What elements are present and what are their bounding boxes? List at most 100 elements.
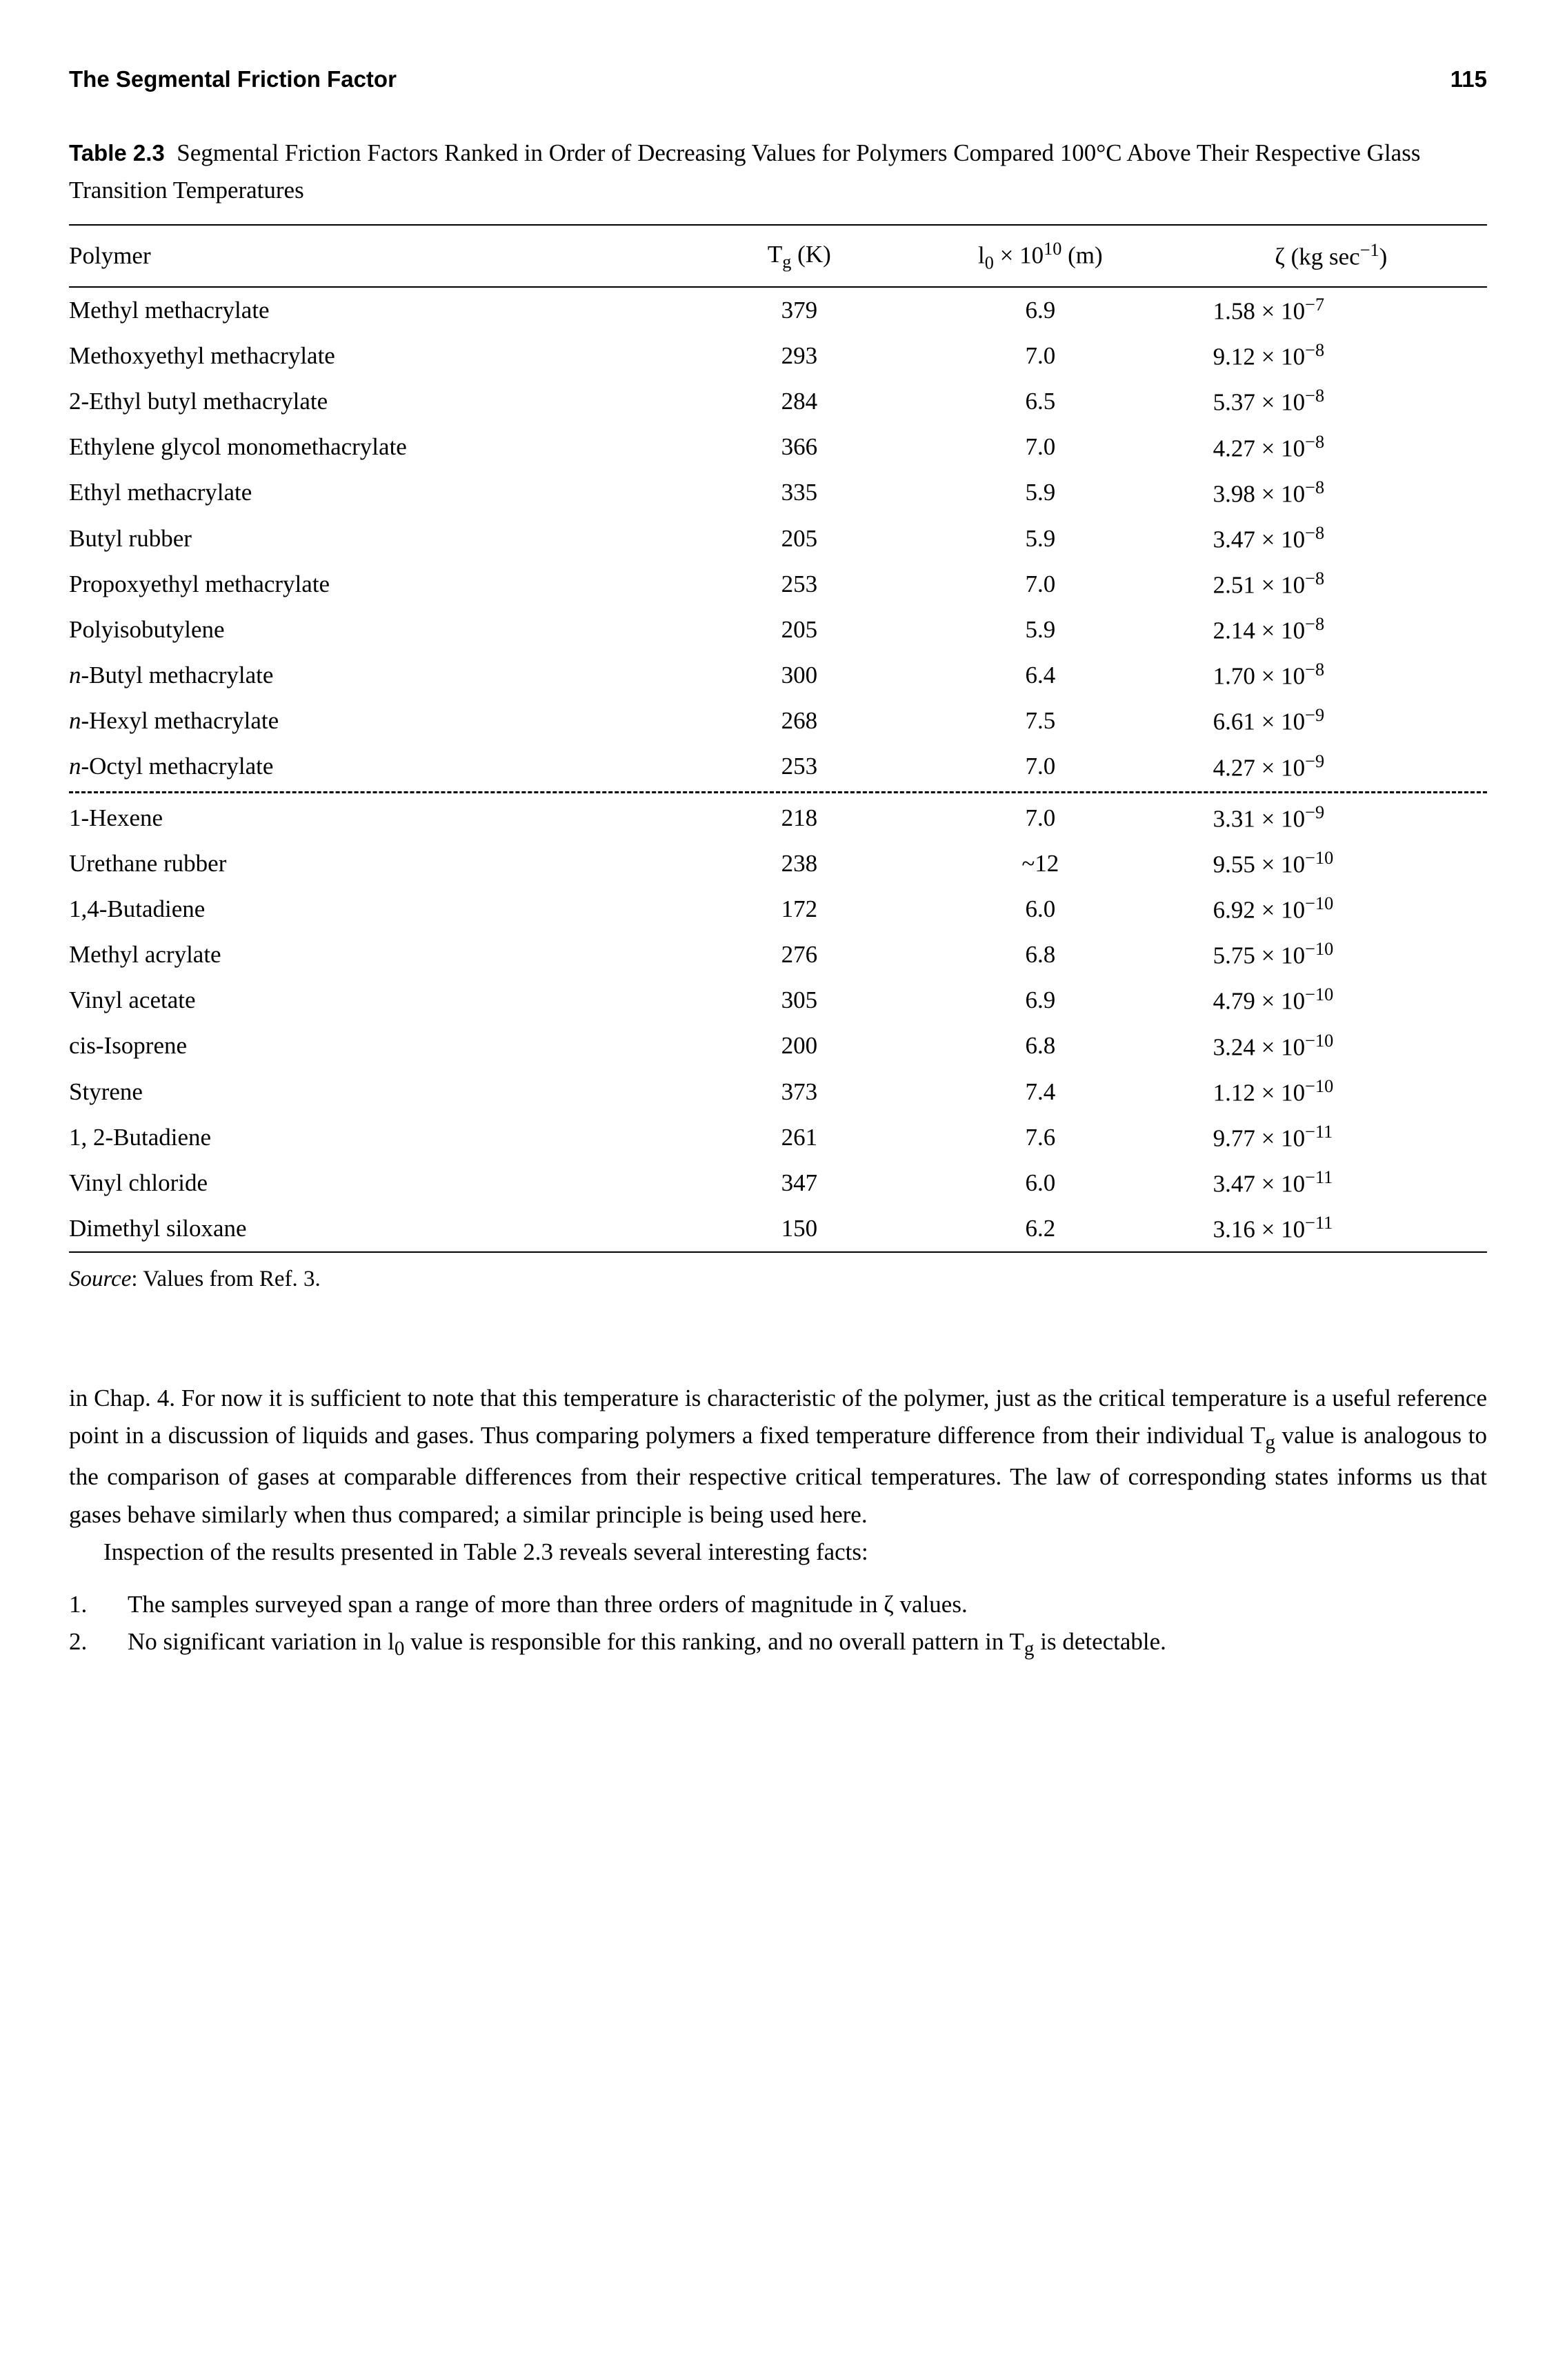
friction-factor-table: Polymer Tg (K) l0 × 1010 (m) ζ (kg sec−1…	[69, 224, 1487, 1253]
cell-zeta: 9.77 × 10−11	[1175, 1115, 1487, 1160]
cell-l0: 7.5	[906, 698, 1175, 744]
col-header-polymer: Polymer	[69, 225, 693, 287]
cell-tg: 276	[693, 932, 906, 978]
cell-l0: 6.8	[906, 1024, 1175, 1069]
cell-zeta: 4.27 × 10−9	[1175, 744, 1487, 790]
cell-tg: 200	[693, 1024, 906, 1069]
cell-l0: 6.9	[906, 287, 1175, 333]
table-row: 1-Hexene2187.03.31 × 10−9	[69, 795, 1487, 841]
table-row: Dimethyl siloxane1506.23.16 × 10−11	[69, 1206, 1487, 1252]
table-row: 1,4-Butadiene1726.06.92 × 10−10	[69, 886, 1487, 932]
cell-polymer: 1, 2-Butadiene	[69, 1115, 693, 1160]
cell-zeta: 1.12 × 10−10	[1175, 1069, 1487, 1115]
page-number: 115	[1450, 62, 1487, 97]
cell-l0: 7.6	[906, 1115, 1175, 1160]
cell-polymer: Ethylene glycol monomethacrylate	[69, 425, 693, 470]
cell-l0: 6.5	[906, 379, 1175, 424]
cell-l0: 6.4	[906, 653, 1175, 698]
cell-polymer: Vinyl chloride	[69, 1160, 693, 1206]
cell-tg: 218	[693, 795, 906, 841]
cell-polymer: Methyl acrylate	[69, 932, 693, 978]
cell-polymer: Methoxyethyl methacrylate	[69, 333, 693, 379]
cell-zeta: 4.27 × 10−8	[1175, 425, 1487, 470]
list-item: No significant variation in l0 value is …	[69, 1623, 1487, 1665]
col-header-l0: l0 × 1010 (m)	[906, 225, 1175, 287]
table-row: Vinyl chloride3476.03.47 × 10−11	[69, 1160, 1487, 1206]
cell-zeta: 5.37 × 10−8	[1175, 379, 1487, 424]
facts-list: The samples surveyed span a range of mor…	[69, 1586, 1487, 1665]
cell-polymer: Propoxyethyl methacrylate	[69, 562, 693, 607]
table-caption: Table 2.3 Segmental Friction Factors Ran…	[69, 135, 1487, 210]
cell-l0: 7.0	[906, 744, 1175, 790]
table-row: Urethane rubber238~129.55 × 10−10	[69, 841, 1487, 886]
cell-zeta: 9.55 × 10−10	[1175, 841, 1487, 886]
table-caption-text: Segmental Friction Factors Ranked in Ord…	[69, 139, 1420, 204]
cell-polymer: n-Hexyl methacrylate	[69, 698, 693, 744]
cell-polymer: n-Butyl methacrylate	[69, 653, 693, 698]
cell-l0: 6.9	[906, 978, 1175, 1023]
cell-zeta: 3.24 × 10−10	[1175, 1024, 1487, 1069]
table-row: Vinyl acetate3056.94.79 × 10−10	[69, 978, 1487, 1023]
cell-tg: 335	[693, 470, 906, 516]
cell-zeta: 3.16 × 10−11	[1175, 1206, 1487, 1252]
cell-tg: 150	[693, 1206, 906, 1252]
cell-l0: 7.0	[906, 795, 1175, 841]
cell-l0: 5.9	[906, 470, 1175, 516]
cell-tg: 172	[693, 886, 906, 932]
cell-zeta: 5.75 × 10−10	[1175, 932, 1487, 978]
cell-l0: 6.2	[906, 1206, 1175, 1252]
cell-l0: 7.0	[906, 562, 1175, 607]
cell-polymer: cis-Isoprene	[69, 1024, 693, 1069]
cell-tg: 305	[693, 978, 906, 1023]
table-body: Methyl methacrylate3796.91.58 × 10−7Meth…	[69, 287, 1487, 1252]
cell-tg: 261	[693, 1115, 906, 1160]
cell-polymer: Ethyl methacrylate	[69, 470, 693, 516]
cell-tg: 379	[693, 287, 906, 333]
section-title: The Segmental Friction Factor	[69, 62, 397, 97]
table-row: Butyl rubber2055.93.47 × 10−8	[69, 516, 1487, 562]
table-row: Ethyl methacrylate3355.93.98 × 10−8	[69, 470, 1487, 516]
cell-zeta: 9.12 × 10−8	[1175, 333, 1487, 379]
cell-zeta: 6.61 × 10−9	[1175, 698, 1487, 744]
cell-zeta: 1.58 × 10−7	[1175, 287, 1487, 333]
cell-tg: 300	[693, 653, 906, 698]
cell-tg: 268	[693, 698, 906, 744]
cell-tg: 253	[693, 744, 906, 790]
cell-polymer: Butyl rubber	[69, 516, 693, 562]
cell-zeta: 2.51 × 10−8	[1175, 562, 1487, 607]
cell-zeta: 4.79 × 10−10	[1175, 978, 1487, 1023]
cell-l0: 7.0	[906, 425, 1175, 470]
table-header-row: Polymer Tg (K) l0 × 1010 (m) ζ (kg sec−1…	[69, 225, 1487, 287]
cell-zeta: 3.47 × 10−11	[1175, 1160, 1487, 1206]
table-row: Styrene3737.41.12 × 10−10	[69, 1069, 1487, 1115]
table-row: 2-Ethyl butyl methacrylate2846.55.37 × 1…	[69, 379, 1487, 424]
table-row: 1, 2-Butadiene2617.69.77 × 10−11	[69, 1115, 1487, 1160]
table-row: cis-Isoprene2006.83.24 × 10−10	[69, 1024, 1487, 1069]
cell-polymer: Polyisobutylene	[69, 607, 693, 653]
body-paragraph-1: in Chap. 4. For now it is sufficient to …	[69, 1380, 1487, 1534]
table-row: Methyl methacrylate3796.91.58 × 10−7	[69, 287, 1487, 333]
cell-zeta: 3.47 × 10−8	[1175, 516, 1487, 562]
cell-polymer: Styrene	[69, 1069, 693, 1115]
table-row: n-Hexyl methacrylate2687.56.61 × 10−9	[69, 698, 1487, 744]
table-row: Methoxyethyl methacrylate2937.09.12 × 10…	[69, 333, 1487, 379]
cell-tg: 366	[693, 425, 906, 470]
cell-zeta: 2.14 × 10−8	[1175, 607, 1487, 653]
cell-polymer: n-Octyl methacrylate	[69, 744, 693, 790]
table-source: Source: Values from Ref. 3.	[69, 1262, 1487, 1297]
table-row: Propoxyethyl methacrylate2537.02.51 × 10…	[69, 562, 1487, 607]
list-item: The samples surveyed span a range of mor…	[69, 1586, 1487, 1623]
cell-l0: 6.8	[906, 932, 1175, 978]
table-divider	[69, 790, 1487, 795]
cell-l0: 6.0	[906, 886, 1175, 932]
cell-l0: ~12	[906, 841, 1175, 886]
table-row: Polyisobutylene2055.92.14 × 10−8	[69, 607, 1487, 653]
table-label: Table 2.3	[69, 140, 165, 166]
cell-zeta: 1.70 × 10−8	[1175, 653, 1487, 698]
table-row: Ethylene glycol monomethacrylate3667.04.…	[69, 425, 1487, 470]
cell-tg: 293	[693, 333, 906, 379]
cell-polymer: Methyl methacrylate	[69, 287, 693, 333]
cell-l0: 7.4	[906, 1069, 1175, 1115]
col-header-tg: Tg (K)	[693, 225, 906, 287]
cell-polymer: Dimethyl siloxane	[69, 1206, 693, 1252]
